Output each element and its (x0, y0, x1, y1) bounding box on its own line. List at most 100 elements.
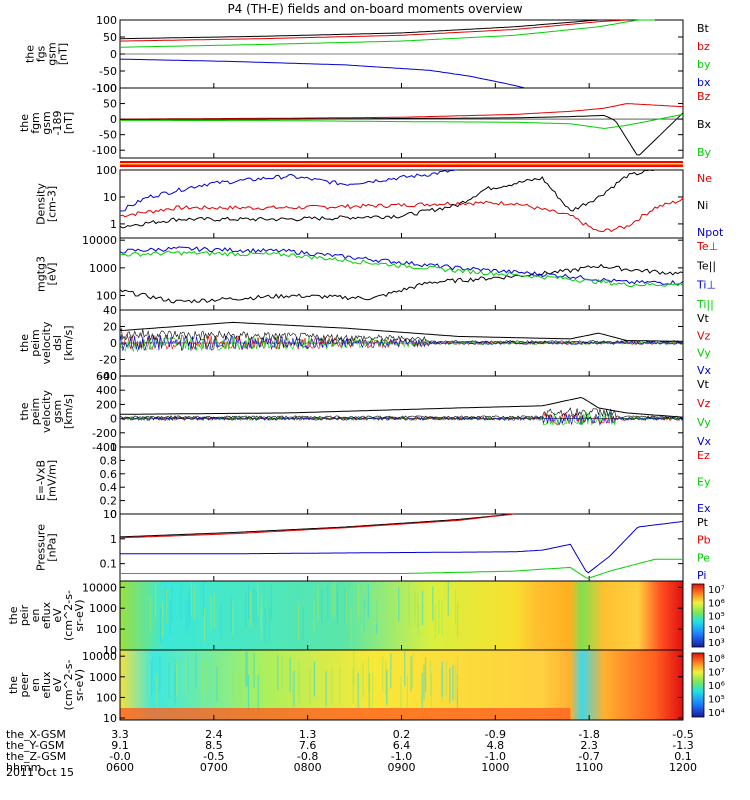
panel-mgtg3: 10000 1000 100 mgtg3[eV] Te⊥ Te|| Ti⊥ Ti|| (35, 234, 719, 311)
spectrogram-streak (202, 677, 204, 713)
y-axis-label: the (18, 334, 31, 352)
y-tick-label: 0.2 (100, 495, 118, 508)
spectrogram-streak (334, 581, 336, 616)
y-tick-label: 1 (110, 441, 117, 454)
spectrogram-streak (247, 584, 250, 619)
y-axis-label: Pressure (35, 524, 48, 571)
series-line (119, 250, 684, 287)
spectrogram-streak (362, 662, 364, 698)
legend-entry-By: By (697, 146, 712, 159)
y-tick-label: 0.1 (100, 558, 118, 571)
spectrogram-streak (407, 581, 410, 617)
series-noise (119, 407, 684, 419)
y-axis-label: [nT] (57, 43, 70, 65)
series-line (119, 321, 684, 342)
y-axis-label: the (7, 676, 20, 694)
y-tick-label: 10 (103, 508, 117, 521)
legend-entry-Vt: Vt (697, 378, 710, 391)
y-axis-label: gsm (51, 400, 64, 423)
spectrogram-streak (159, 655, 161, 691)
y-tick-label: 10 (103, 644, 117, 657)
colorbar-tick-label: 10⁷ (708, 668, 725, 679)
spectrogram-streak (293, 671, 295, 707)
series-noise (119, 411, 684, 426)
spectrogram-streak (246, 651, 248, 687)
legend-entry-by: by (697, 58, 711, 71)
series-line (119, 513, 515, 539)
spectrogram-streak (162, 602, 164, 637)
x-axis-value: -0.8 (296, 750, 319, 763)
y-tick-label: 1000 (89, 671, 117, 684)
y-axis-label: dsl (51, 335, 64, 351)
spectrogram-streak (277, 655, 279, 691)
spectrogram-streak (447, 581, 449, 616)
series-line (120, 19, 637, 40)
x-axis-value: -1.3 (672, 739, 694, 752)
y-axis-label: E=-VxB (35, 460, 48, 501)
spectrogram-streak (186, 658, 188, 694)
series-line (120, 113, 684, 129)
y-tick-label: -20 (99, 354, 117, 367)
spectrogram-streak (317, 586, 319, 621)
colorbar-tick-label: 10⁶ (708, 598, 725, 609)
y-tick-label: 40 (103, 304, 117, 317)
x-axis-value: 0900 (387, 761, 416, 774)
y-tick-label: 50 (103, 31, 117, 44)
spectrogram-streak (237, 673, 239, 709)
legend-entry-Vz: Vz (697, 329, 711, 342)
spectrogram-streak (220, 660, 223, 696)
spectrogram-streak (216, 666, 218, 702)
y-axis-label: gsm (40, 111, 53, 134)
spectrogram-streak (174, 670, 176, 706)
panel-pressure: 10 1 0.1 Pressure[nPa] Pt Pb Pe Pi (35, 508, 711, 582)
spectrogram-streak (423, 664, 425, 700)
spectrogram-streak (441, 600, 443, 636)
x-axis-value: 7.6 (298, 739, 317, 752)
y-axis-label: the (18, 402, 31, 420)
y-axis-label: velocity (40, 390, 53, 433)
spectrogram-streak (239, 658, 241, 694)
spectrogram-streak (441, 661, 443, 697)
x-axis-value: -0.9 (484, 728, 507, 741)
y-axis-label: gsm (46, 42, 59, 65)
spectrogram-streak (327, 584, 329, 620)
y-tick-label: 100 (96, 691, 117, 704)
spectrogram-streak (259, 667, 261, 703)
y-tick-label: 600 (96, 370, 117, 383)
y-tick-label: 100 (96, 623, 117, 636)
y-tick-label: -40 (99, 370, 117, 383)
spectrogram-streak (151, 659, 153, 695)
series-line (119, 169, 683, 229)
spectrogram-streak (245, 651, 247, 687)
colorbar (691, 583, 705, 648)
spectrogram-streak (291, 673, 294, 709)
y-axis-label: the (18, 114, 31, 132)
colorbar (691, 652, 705, 718)
spectrogram-streak (344, 589, 346, 624)
colorbar-tick-label: 10⁸ (708, 654, 725, 665)
series-line (120, 396, 684, 418)
legend-entry-Pe: Pe (697, 551, 710, 564)
spectrogram-streak (418, 603, 420, 638)
legend-entry-Vx: Vx (697, 435, 712, 448)
x-axis-value: 1.3 (298, 728, 317, 741)
legend-entry-Pb: Pb (697, 534, 711, 547)
y-tick-label: 0 (110, 413, 117, 426)
y-tick-label: -50 (99, 129, 117, 142)
spectrogram-streak (421, 590, 424, 626)
panel-density: 100 10 1 Density[cm-3] Ne Ni Npot (35, 164, 724, 239)
spectrogram-streak (297, 659, 300, 695)
panel-frame (119, 446, 684, 515)
spectrogram-streak (313, 661, 316, 697)
spectrogram-streak (253, 652, 255, 688)
x-axis-row-label: the_Z-GSM (6, 750, 67, 763)
x-axis-value: 2.3 (580, 739, 598, 752)
legend-entry-Te||: Te|| (696, 259, 716, 272)
series-line (119, 58, 525, 89)
spectrogram-streak (250, 591, 252, 627)
y-axis-label: [cm-3] (46, 186, 59, 222)
legend-entry-Bt: Bt (697, 22, 710, 35)
